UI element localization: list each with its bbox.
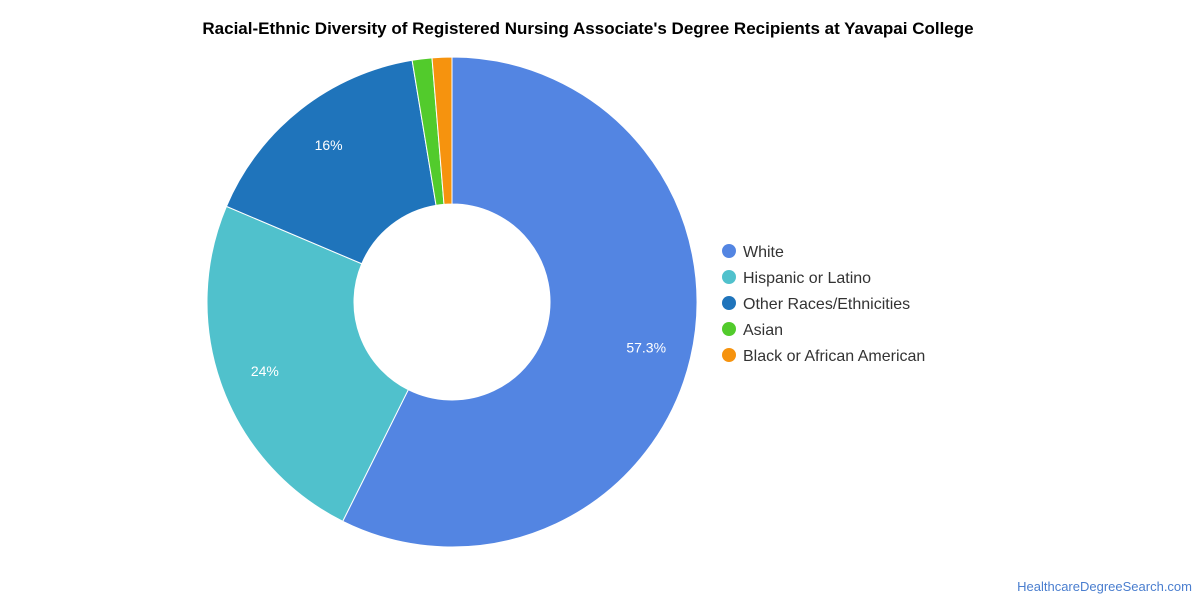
legend-swatch [722,322,736,336]
slice-black-or-african-american[interactable] [431,56,453,205]
slices-group [206,56,698,548]
slice-labels-group: 57.3% 24% 16% [251,137,666,379]
legend-item[interactable]: Black or African American [722,348,925,365]
legend-item[interactable]: Hispanic or Latino [722,270,871,287]
slice-data-label: 16% [315,137,343,153]
chart-title: Racial-Ethnic Diversity of Registered Nu… [202,19,973,38]
legend-label: Hispanic or Latino [743,270,871,287]
legend-swatch [722,348,736,362]
slice-data-label: 24% [251,363,279,379]
legend-label: White [743,244,784,261]
slice-hispanic-or-latino[interactable] [206,205,409,522]
legend-swatch [722,244,736,258]
source-credit[interactable]: HealthcareDegreeSearch.com [1017,579,1192,594]
legend: White Hispanic or Latino Other Races/Ethni… [722,244,925,365]
legend-label: Black or African American [743,348,925,365]
legend-swatch [722,296,736,310]
legend-item[interactable]: White [722,244,784,261]
legend-label: Other Races/Ethnicities [743,296,910,313]
slice-other-races-ethnicities[interactable] [225,59,437,265]
legend-item[interactable]: Asian [722,322,783,339]
slice-data-label: 57.3% [626,340,666,356]
legend-item[interactable]: Other Races/Ethnicities [722,296,910,313]
slice-white[interactable] [342,56,698,548]
legend-label: Asian [743,322,783,339]
legend-swatch [722,270,736,284]
